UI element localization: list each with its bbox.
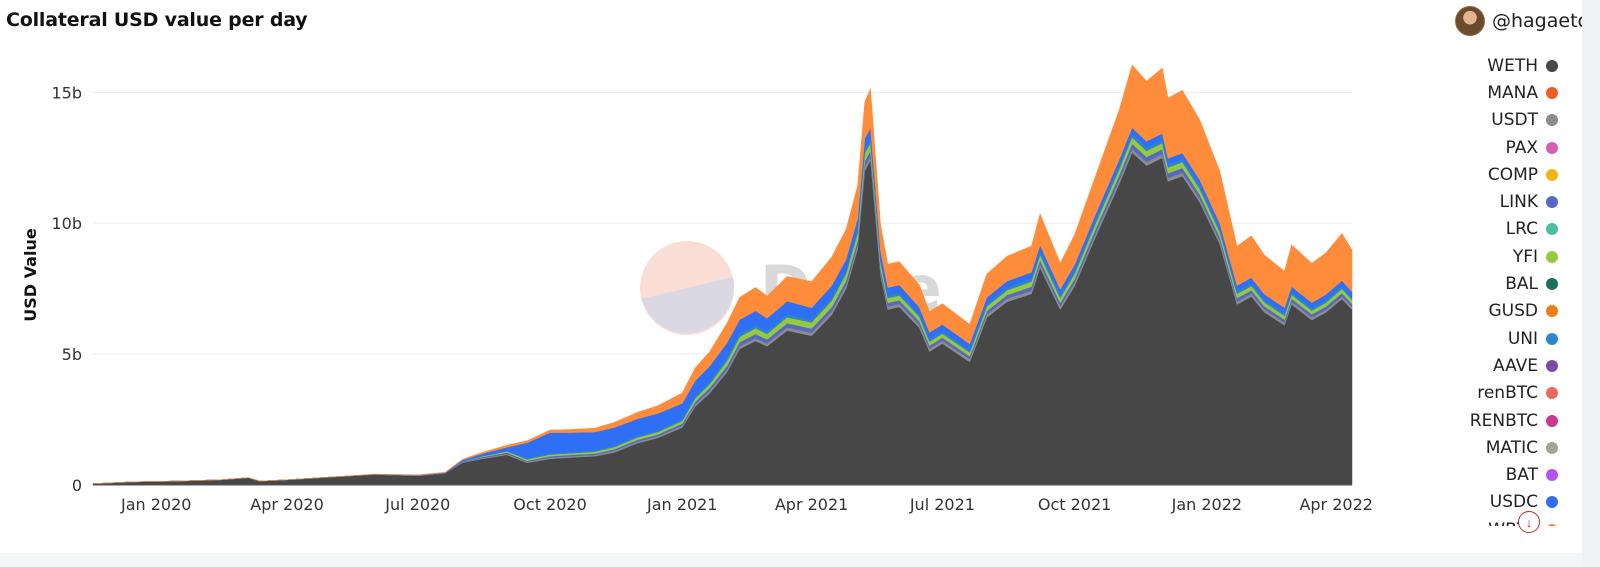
legend-dot-icon (1546, 332, 1558, 345)
legend-item-usdt[interactable]: USDT (1440, 107, 1570, 134)
legend-dot-icon (1546, 223, 1558, 236)
legend-label: MANA (1487, 82, 1538, 103)
legend-item-matic[interactable]: MATIC (1440, 434, 1570, 461)
legend-item-comp[interactable]: COMP (1440, 161, 1570, 188)
legend-dot-icon (1546, 278, 1558, 291)
legend-label: LRC (1505, 219, 1538, 240)
chart-title: Collateral USD value per day (6, 9, 308, 31)
legend-dot-icon (1546, 496, 1558, 509)
x-tick-label: Jan 2020 (120, 495, 191, 514)
y-tick-label: 0 (72, 476, 82, 495)
y-tick-label: 5b (62, 345, 82, 364)
area-series (92, 64, 1353, 486)
y-axis-label: USD Value (21, 228, 40, 322)
legend-dot-icon (1546, 523, 1558, 526)
legend-label: renBTC (1477, 383, 1538, 404)
legend-item-uni[interactable]: UNI (1440, 325, 1570, 352)
page-scrollbar[interactable] (1582, 0, 1600, 567)
legend-label: LINK (1499, 192, 1538, 213)
x-tick-label: Apr 2022 (1299, 495, 1372, 514)
area-series-wbtc (92, 64, 1353, 484)
username[interactable]: @hagaetc (1492, 10, 1588, 32)
legend-label: RENBTC (1469, 410, 1538, 431)
legend-label: AAVE (1492, 355, 1538, 376)
legend-label: USDT (1491, 110, 1538, 131)
x-tick-label: Oct 2021 (1038, 495, 1111, 514)
legend-item-aave[interactable]: AAVE (1440, 352, 1570, 379)
x-tick-label: Apr 2021 (775, 495, 848, 514)
legend-item-gusd[interactable]: GUSD (1440, 298, 1570, 325)
legend-item-renbtc[interactable]: RENBTC (1440, 407, 1570, 434)
legend-item-link[interactable]: LINK (1440, 188, 1570, 215)
legend-label: MATIC (1485, 437, 1538, 458)
legend-dot-icon (1546, 414, 1558, 427)
legend-label: BAT (1505, 465, 1538, 486)
legend-item-bal[interactable]: BAL (1440, 270, 1570, 297)
legend-label: UNI (1507, 328, 1538, 349)
bottom-bar (0, 553, 1582, 567)
legend-label: GUSD (1488, 301, 1539, 322)
legend-label: WBTC (1488, 520, 1538, 526)
legend-item-usdc[interactable]: USDC (1440, 489, 1570, 516)
legend-item-renbtc[interactable]: renBTC (1440, 380, 1570, 407)
x-axis-ticks: Jan 2020 Apr 2020 Jul 2020 Oct 2020 Jan 2021… (120, 495, 1373, 514)
legend-dot-icon (1546, 86, 1558, 99)
legend-label: WETH (1487, 55, 1538, 76)
x-tick-label: Jan 2022 (1171, 495, 1242, 514)
legend-item-pax[interactable]: PAX (1440, 134, 1570, 161)
legend-item-yfi[interactable]: YFI (1440, 243, 1570, 270)
legend-label: BAL (1505, 274, 1538, 295)
y-tick-label: 15b (51, 83, 82, 102)
legend-item-mana[interactable]: MANA (1440, 79, 1570, 106)
legend: WETH MANA USDT PAX COMP LINK LRC YFI BAL GUSD UNI A… (1440, 52, 1570, 526)
legend-label: YFI (1512, 246, 1538, 267)
legend-dot-icon (1546, 469, 1558, 482)
x-tick-label: Oct 2020 (513, 495, 586, 514)
legend-dot-icon (1546, 359, 1558, 372)
legend-label: COMP (1487, 164, 1538, 185)
x-tick-label: Jan 2021 (646, 495, 717, 514)
legend-dot-icon (1546, 305, 1558, 318)
x-tick-label: Jul 2020 (384, 495, 450, 514)
legend-item-lrc[interactable]: LRC (1440, 216, 1570, 243)
legend-item-weth[interactable]: WETH (1440, 52, 1570, 79)
y-axis-ticks: 0 5b 10b 15b (51, 83, 82, 495)
x-tick-label: Apr 2020 (250, 495, 323, 514)
legend-item-wbtc[interactable]: WBTC (1440, 516, 1570, 526)
avatar[interactable] (1455, 6, 1485, 36)
y-tick-label: 10b (51, 214, 82, 233)
watermark-logo-bottom (641, 277, 734, 334)
legend-dot-icon (1546, 196, 1558, 209)
legend-dot-icon (1546, 250, 1558, 263)
legend-dot-icon (1546, 114, 1558, 127)
legend-label: PAX (1505, 137, 1538, 158)
legend-label: USDC (1489, 492, 1538, 513)
legend-item-bat[interactable]: BAT (1440, 461, 1570, 488)
legend-dot-icon (1546, 59, 1558, 72)
legend-dot-icon (1546, 168, 1558, 181)
legend-dot-icon (1546, 141, 1558, 154)
legend-dot-icon (1546, 441, 1558, 454)
x-tick-label: Jul 2021 (909, 495, 975, 514)
legend-dot-icon (1546, 387, 1558, 400)
legend-scroll-down-icon[interactable]: ↓ (1518, 511, 1540, 533)
user-profile[interactable]: @hagaetc (1455, 6, 1588, 36)
